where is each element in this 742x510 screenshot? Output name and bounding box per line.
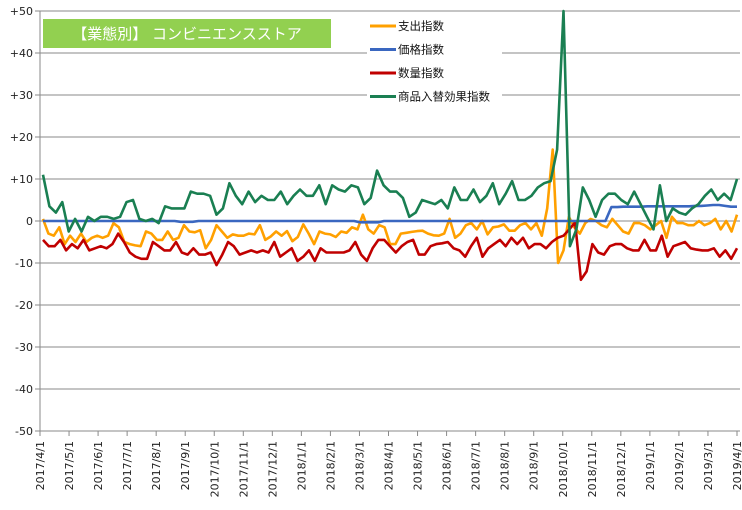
- x-tick-label: 2018/4/1: [383, 441, 396, 490]
- y-tick-label: +20: [10, 131, 33, 144]
- y-tick-label: +40: [10, 47, 33, 60]
- x-tick-label: 2017/4/1: [34, 441, 47, 490]
- x-tick-label: 2018/12/1: [615, 441, 628, 497]
- x-tick-label: 2019/3/1: [702, 441, 715, 490]
- x-tick-label: 2017/8/1: [150, 441, 163, 490]
- y-axis-tick-labels: +50 +40 +30 +20 +10 0 -10 -20 -30 -40 -50: [10, 5, 33, 438]
- chart-title-background: [43, 19, 331, 48]
- x-tick-label: 2017/11/1: [237, 441, 250, 497]
- x-tick-label: 2018/8/1: [499, 441, 512, 490]
- x-tick-label: 2017/5/1: [63, 441, 76, 490]
- x-axis: 2017/4/1 2017/5/1 2017/6/1 2017/7/1 2017/8/1…: [34, 431, 742, 497]
- x-tick-label: 2017/7/1: [121, 441, 134, 490]
- y-tick-label: -40: [15, 383, 33, 396]
- x-tick-label: 2019/2/1: [673, 441, 686, 490]
- y-tick-label: -20: [15, 299, 33, 312]
- y-tick-label: -50: [15, 425, 33, 438]
- y-tick-label: +50: [10, 5, 33, 18]
- series-line-3: [41, 9, 739, 248]
- x-tick-label: 2019/4/1: [731, 441, 742, 490]
- x-tick-label: 2019/1/1: [644, 441, 657, 490]
- x-tick-label: 2018/11/1: [586, 441, 599, 497]
- legend-label: 支出指数: [398, 19, 444, 33]
- series-line-2: [42, 221, 739, 282]
- x-tick-label: 2017/10/1: [208, 441, 221, 497]
- legend-background: [367, 12, 502, 108]
- y-tick-label: 0: [26, 215, 33, 228]
- legend-label: 商品入替効果指数: [398, 90, 490, 104]
- x-tick-label: 2018/10/1: [557, 441, 570, 497]
- x-tick-label: 2018/3/1: [353, 441, 366, 490]
- x-tick-label: 2018/5/1: [412, 441, 425, 490]
- legend-label: 価格指数: [398, 43, 444, 57]
- x-tick-label: 2018/2/1: [324, 441, 337, 490]
- series-lines: [41, 9, 739, 282]
- x-tick-label: 2017/9/1: [179, 441, 192, 490]
- x-tick-label: 2018/9/1: [528, 441, 541, 490]
- y-tick-label: +30: [10, 89, 33, 102]
- series-line-0: [41, 148, 739, 265]
- x-tick-label: 2017/12/1: [266, 441, 279, 497]
- chart-title-box: 【業態別】 コンビニエンスストア: [43, 19, 331, 48]
- y-tick-label: -30: [15, 341, 33, 354]
- chart-title: 【業態別】 コンビニエンスストア: [72, 25, 301, 43]
- y-tick-label: +10: [10, 173, 33, 186]
- legend-label: 数量指数: [398, 66, 444, 80]
- x-tick-label: 2017/6/1: [92, 441, 105, 490]
- y-tick-label: -10: [15, 257, 33, 270]
- x-tick-label: 2018/6/1: [441, 441, 454, 490]
- x-tick-label: 2018/7/1: [470, 441, 483, 490]
- x-tick-label: 2018/1/1: [295, 441, 308, 490]
